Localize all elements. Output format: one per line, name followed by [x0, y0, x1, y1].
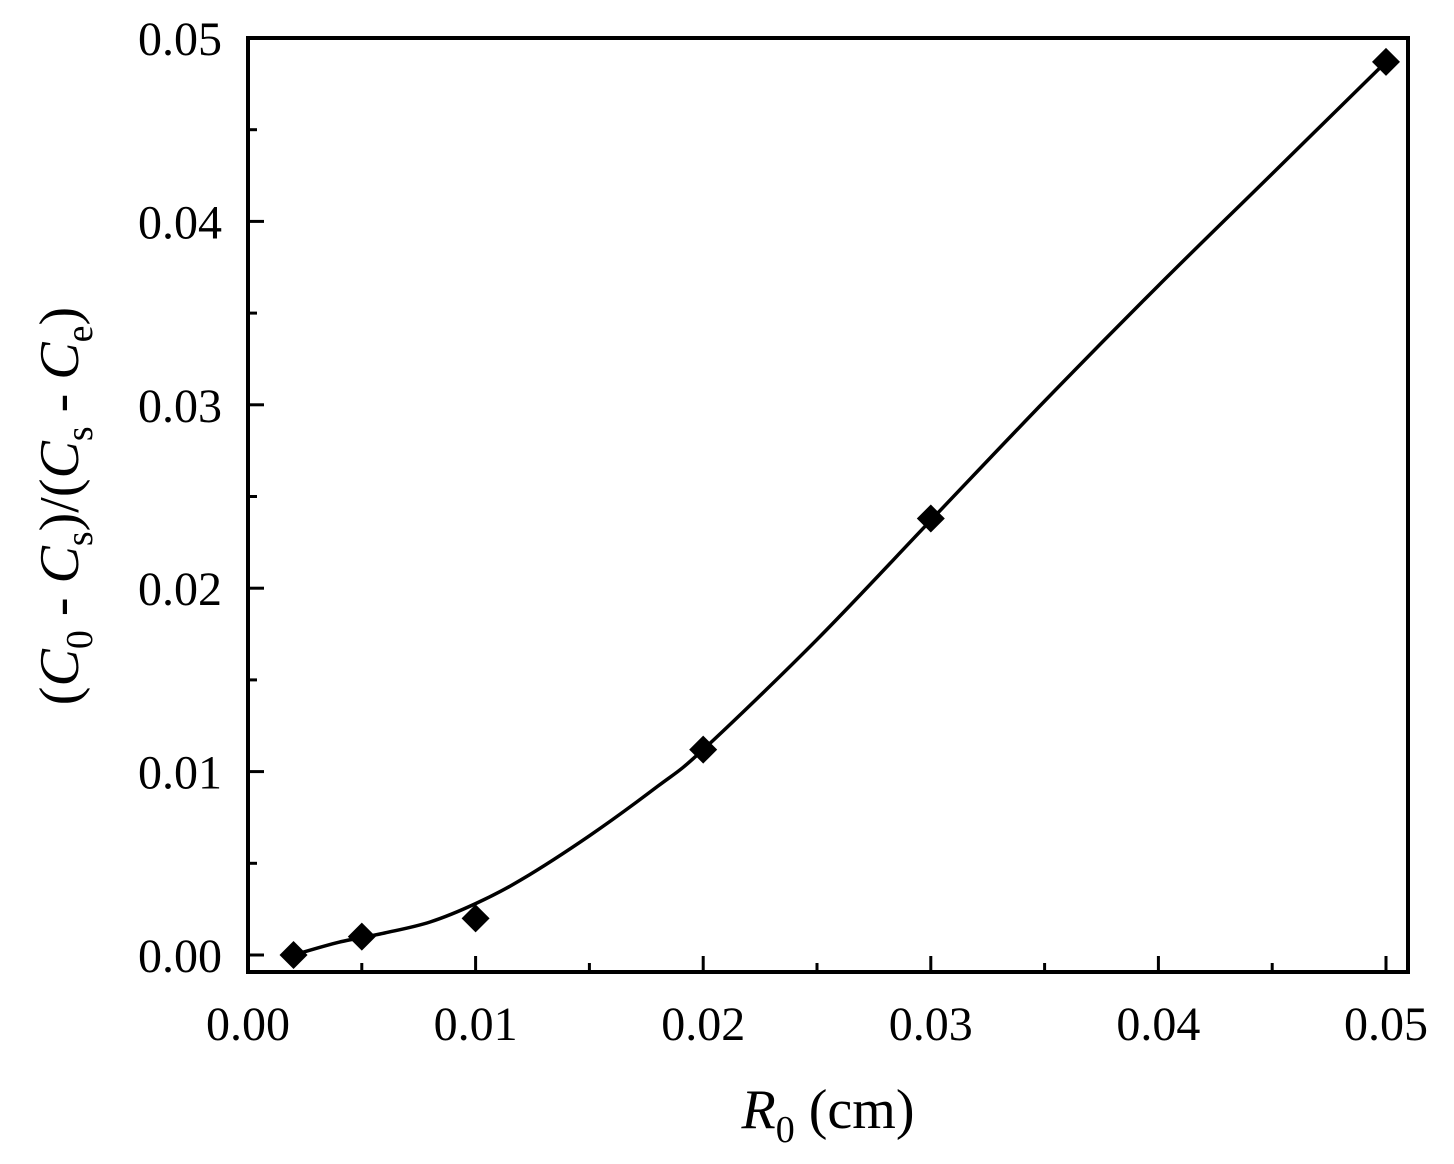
y-tick-label: 0.01	[138, 747, 222, 800]
x-axis-title: R0 (cm)	[741, 1079, 915, 1151]
data-point	[689, 735, 718, 764]
y-tick-label: 0.04	[138, 196, 222, 249]
data-point	[916, 504, 945, 533]
x-tick-label: 0.01	[434, 998, 518, 1051]
y-tick-label: 0.05	[138, 13, 222, 66]
x-tick-label: 0.05	[1344, 998, 1428, 1051]
y-axis-title: (C0 - Cs)/(Cs - Ce)	[29, 307, 101, 705]
fit-curve	[293, 60, 1388, 957]
y-tick-label: 0.02	[138, 563, 222, 616]
data-point	[1372, 47, 1400, 76]
x-tick-label: 0.04	[1116, 998, 1200, 1051]
data-point	[461, 904, 490, 933]
data-point	[279, 941, 308, 969]
x-tick-label: 0.03	[889, 998, 973, 1051]
y-tick-label: 0.03	[138, 380, 222, 433]
y-tick-label: 0.00	[138, 930, 222, 983]
x-tick-label: 0.02	[661, 998, 745, 1051]
x-tick-label: 0.00	[206, 998, 290, 1051]
plot-frame	[246, 36, 1410, 974]
data-markers	[279, 47, 1400, 969]
tick-labels: 0.00 0.01 0.02 0.03 0.04 0.05 0.00 0.01 0.02 0.03…	[138, 13, 1428, 1051]
axis-ticks	[246, 36, 1388, 972]
data-point	[347, 922, 376, 951]
